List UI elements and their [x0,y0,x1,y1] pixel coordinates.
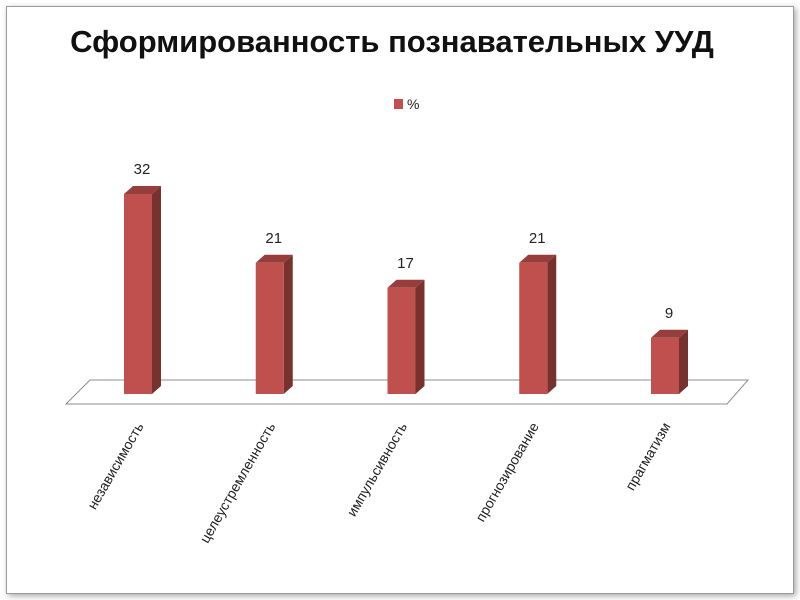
legend: % [394,96,419,112]
bar-front [519,262,548,394]
data-label: 21 [265,230,282,247]
chart-title: Сформированность познавательных УУД [70,24,714,59]
bar-side [547,254,557,394]
bar-2 [255,254,293,394]
category-labels: независимость целеустремленность импульсив… [84,419,674,545]
bar-top [651,329,688,338]
data-label: 9 [665,305,673,322]
bar-top [519,254,557,263]
category-label: прагматизм [622,420,674,494]
bar-side [679,329,688,394]
bar-front [124,194,152,394]
bar-top [255,254,293,263]
data-labels: 32 21 17 21 9 [134,161,674,322]
category-label: целеустремленность [196,420,278,546]
category-label: прогнозирование [472,419,542,524]
data-label: 32 [134,161,151,178]
bar-top [387,279,425,288]
bar-1 [124,186,161,394]
bar-top [124,186,161,194]
data-label: 21 [529,230,546,247]
bar-side [283,254,293,394]
bar-front [255,262,284,394]
legend-label: % [407,96,419,112]
bar-side [152,186,161,394]
bar-5 [651,329,688,394]
bar-front [387,287,416,394]
bar-3 [387,279,425,394]
bar-side [415,279,425,394]
bars [124,186,688,394]
bar-front [651,337,679,394]
category-label: импульсивность [343,420,410,520]
legend-swatch [394,99,403,109]
bar-4 [519,254,557,394]
data-label: 17 [397,255,414,272]
category-label: независимость [84,420,147,513]
